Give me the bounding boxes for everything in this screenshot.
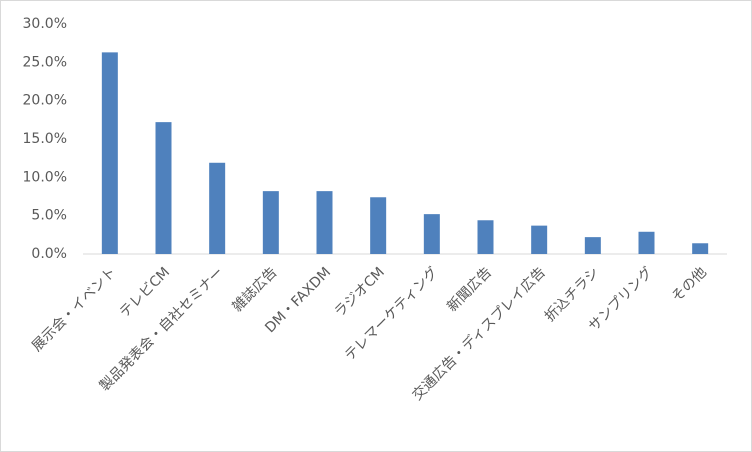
y-tick-label: 5.0% [31,208,67,224]
bar [209,162,226,254]
y-tick-label: 20.0% [23,93,67,109]
bar [262,191,279,254]
bar [423,214,440,254]
bar [638,231,655,254]
y-tick-label: 15.0% [23,131,67,147]
bar [101,52,118,254]
y-tick-label: 10.0% [23,169,67,185]
bar [155,122,172,254]
bar [477,220,494,254]
bar [316,191,333,254]
bar [692,243,709,254]
bar [584,237,601,254]
y-tick-label: 0.0% [31,246,67,262]
bar [531,225,548,254]
bar [370,197,387,254]
y-tick-label: 30.0% [23,16,67,32]
y-tick-label: 25.0% [23,54,67,70]
